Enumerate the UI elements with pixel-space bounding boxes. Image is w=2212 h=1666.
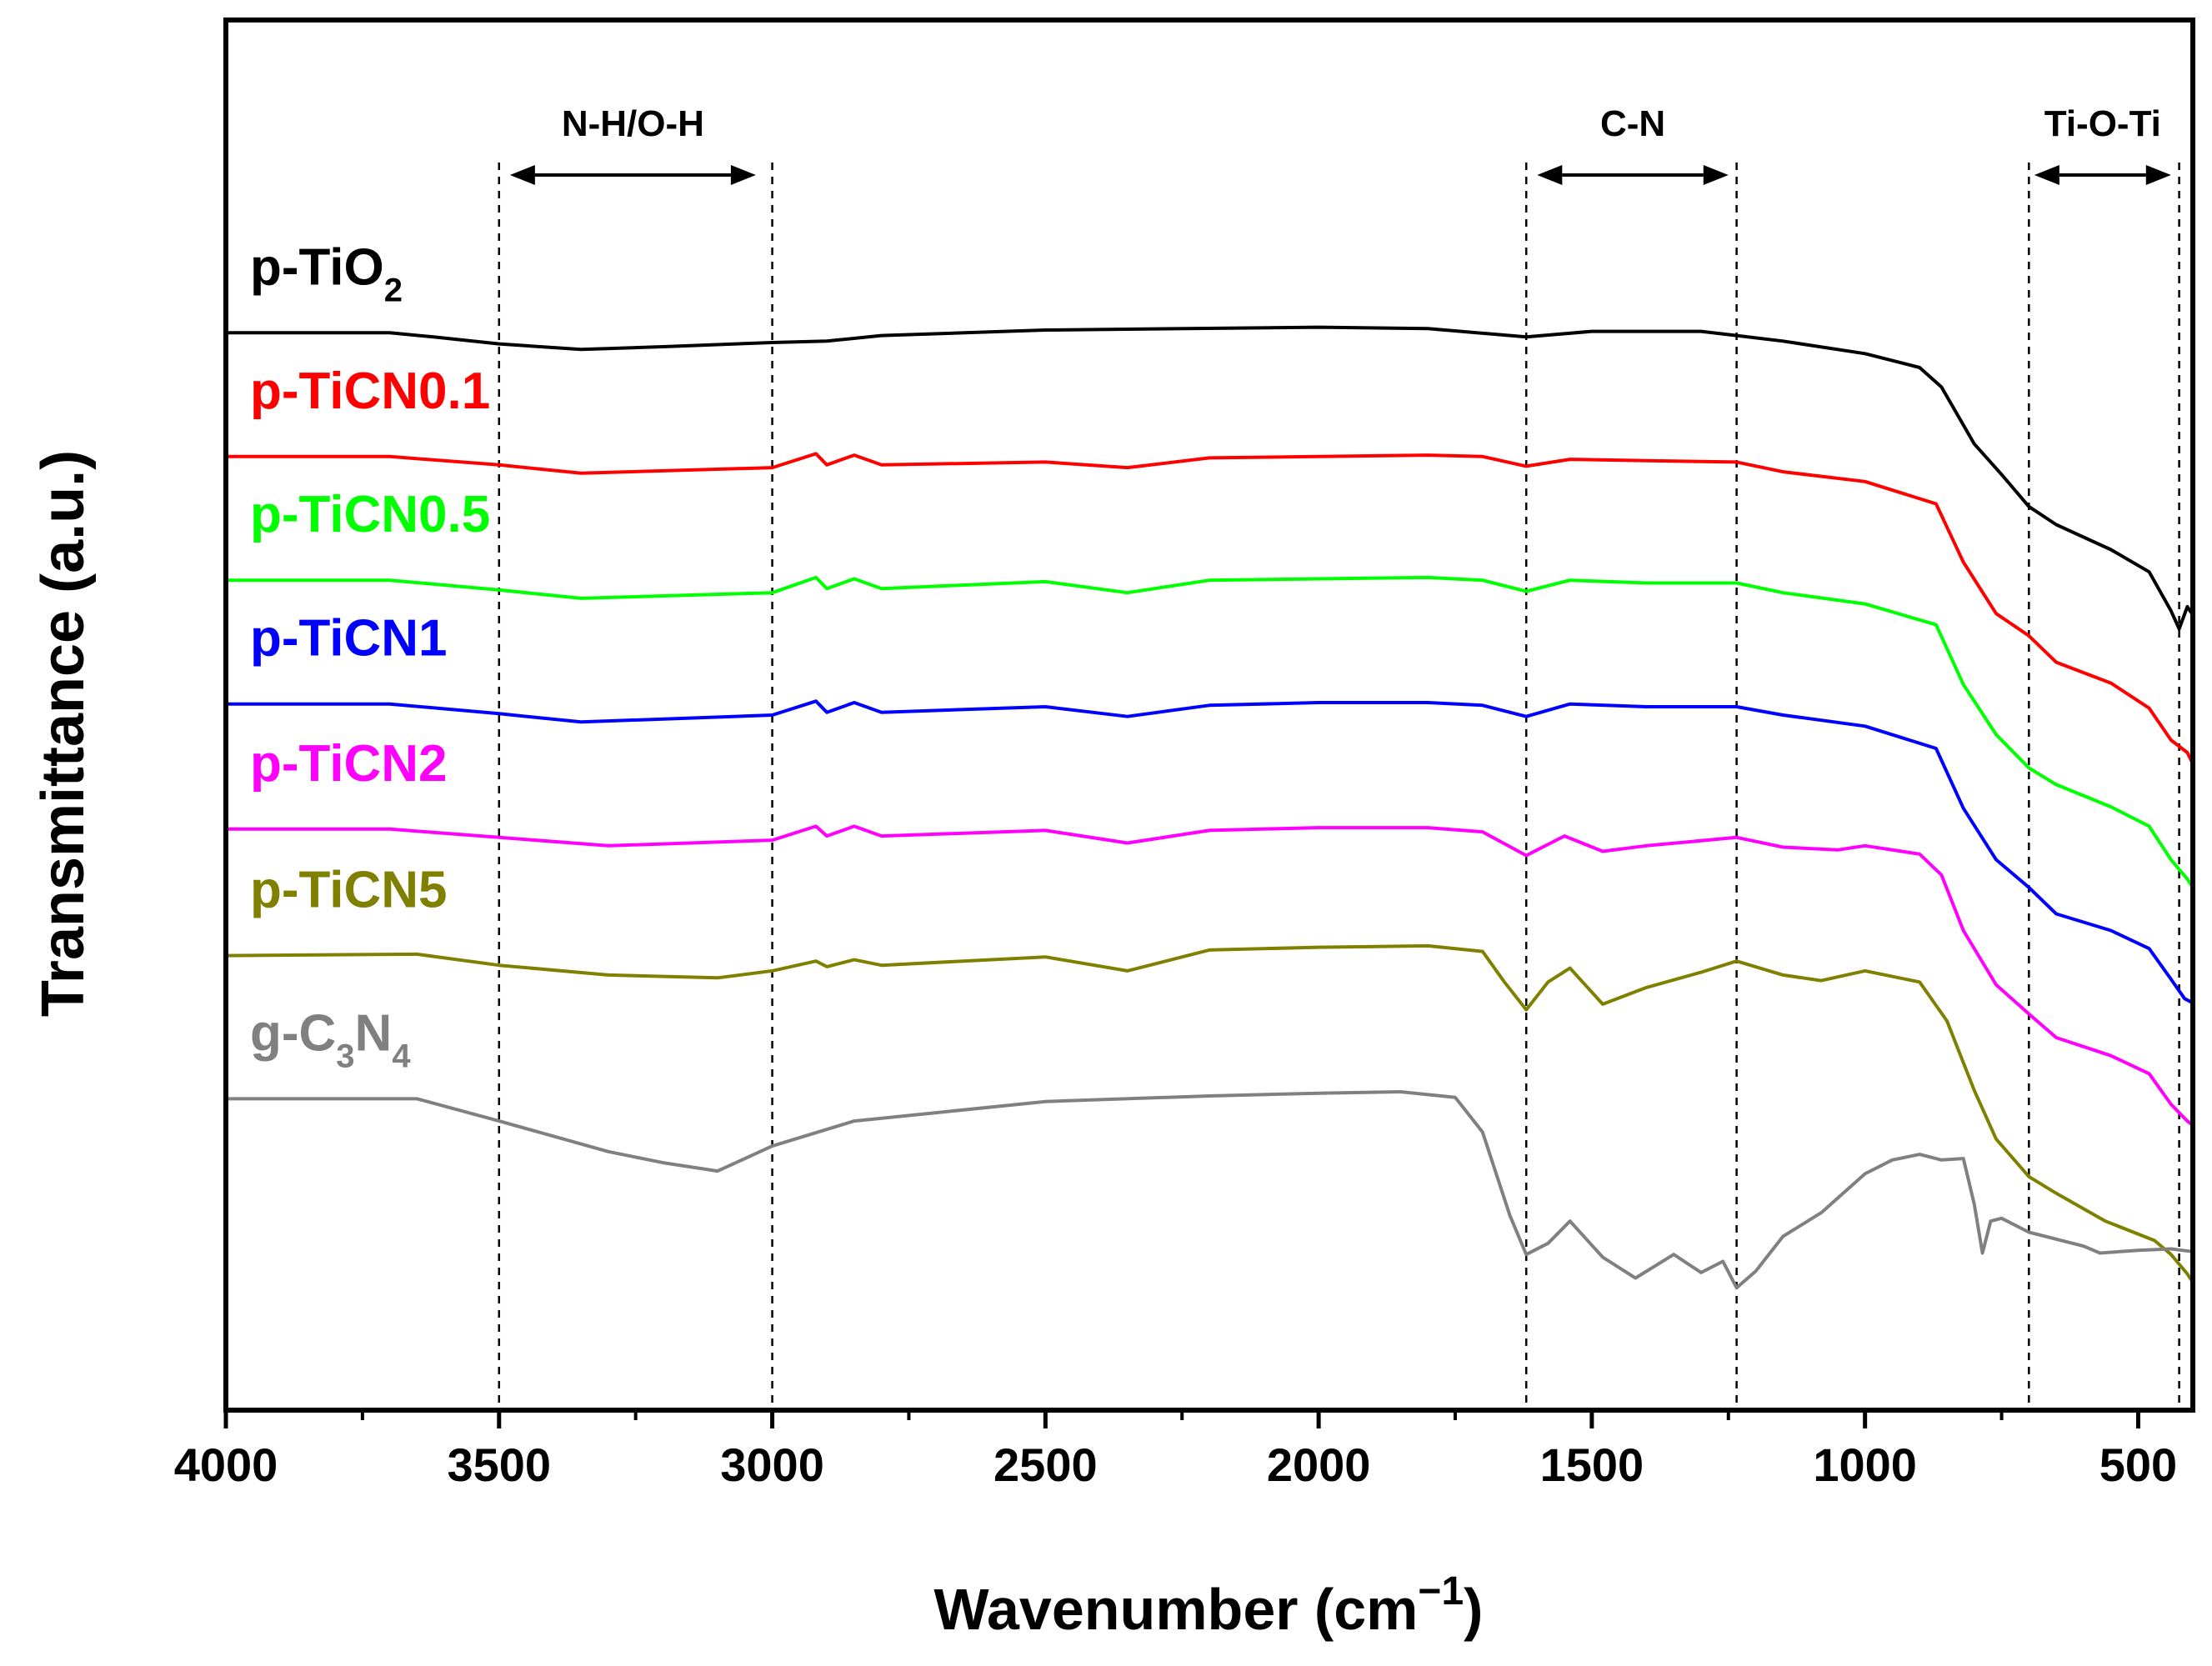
- series-line-p-TiO2: [226, 325, 2194, 631]
- region-arrow-head-right: [730, 165, 756, 185]
- series-label-subscript-2: 4: [392, 1038, 411, 1074]
- series-line-p-TiCN5: [225, 943, 2194, 1283]
- series-label-subscript: 2: [384, 272, 403, 308]
- y-axis-title: Transmittance (a.u.): [30, 450, 97, 1017]
- x-axis-title-close: ): [1464, 1577, 1483, 1642]
- series-label-p-TiCN1: p-TiCN1: [250, 610, 448, 668]
- region-arrow-head-right: [2145, 165, 2171, 185]
- series-label-main: p-TiCN1: [250, 610, 448, 668]
- region-label: Ti-O-Ti: [2044, 103, 2161, 144]
- series-label-main: p-TiCN2: [250, 735, 448, 793]
- x-tick-label: 1000: [1813, 1438, 1917, 1491]
- series-label-p-TiCN0.1: p-TiCN0.1: [250, 363, 490, 420]
- series-lines: [225, 325, 2194, 1290]
- x-axis-title-main: Wavenumber (cm: [934, 1577, 1419, 1642]
- region-arrow-head-right: [1703, 165, 1729, 185]
- series-label-p-TiCN5: p-TiCN5: [250, 862, 448, 919]
- series-label-main: g-C: [250, 1004, 336, 1062]
- band-regions: N-H/O-H C-N Ti-O-Ti: [509, 103, 2171, 185]
- x-tick-label: 2500: [993, 1438, 1098, 1491]
- plot-frame: [223, 18, 2195, 1413]
- x-tick-label: 4000: [174, 1438, 278, 1491]
- series-label-g-C3N4: g-C3N4: [250, 1004, 411, 1074]
- x-tick-label: 3500: [447, 1438, 551, 1491]
- series-label-main: p-TiCN5: [250, 862, 448, 919]
- region-0: N-H/O-H: [509, 103, 756, 185]
- series-label-tail: N: [355, 1004, 393, 1062]
- x-tick-label: 2000: [1267, 1438, 1371, 1491]
- region-arrow-head-left: [2034, 165, 2059, 185]
- region-label: N-H/O-H: [562, 103, 704, 144]
- region-arrow-head-left: [509, 165, 535, 185]
- x-tick-label: 1500: [1540, 1438, 1644, 1491]
- x-axis-title: Wavenumber (cm−1): [934, 1569, 1484, 1642]
- series-label-main: p-TiO: [250, 238, 384, 296]
- x-axis-title-exponent: −1: [1418, 1569, 1464, 1613]
- x-axis: 4000 3500 3000 2500 2000 1500 1000 500: [174, 1410, 2177, 1491]
- x-tick-label: 3000: [720, 1438, 824, 1491]
- series-line-g-C3N4: [226, 1090, 2194, 1290]
- series-line-p-TiCN0.5: [226, 575, 2194, 888]
- reference-lines: [498, 163, 2180, 1410]
- x-tick-label: 500: [2099, 1438, 2177, 1491]
- series-label-p-TiCN0.5: p-TiCN0.5: [250, 486, 490, 543]
- series-label-main: p-TiCN0.5: [250, 486, 490, 543]
- series-line-p-TiCN1: [226, 699, 2194, 1005]
- region-arrow-head-left: [1537, 165, 1563, 185]
- series-line-p-TiCN2: [226, 824, 2194, 1127]
- series-label-p-TiO2: p-TiO2: [250, 238, 403, 308]
- region-label: C-N: [1600, 103, 1665, 144]
- series-label-subscript: 3: [336, 1038, 354, 1074]
- series-labels: p-TiO2 p-TiCN0.1 p-TiCN0.5 p-TiCN1 p-TiCN2 p-…: [250, 238, 490, 1074]
- region-1: C-N: [1537, 103, 1729, 185]
- region-2: Ti-O-Ti: [2034, 103, 2171, 185]
- series-label-main: p-TiCN0.1: [250, 363, 490, 420]
- series-line-p-TiCN0.1: [226, 452, 2194, 765]
- series-label-p-TiCN2: p-TiCN2: [250, 735, 448, 793]
